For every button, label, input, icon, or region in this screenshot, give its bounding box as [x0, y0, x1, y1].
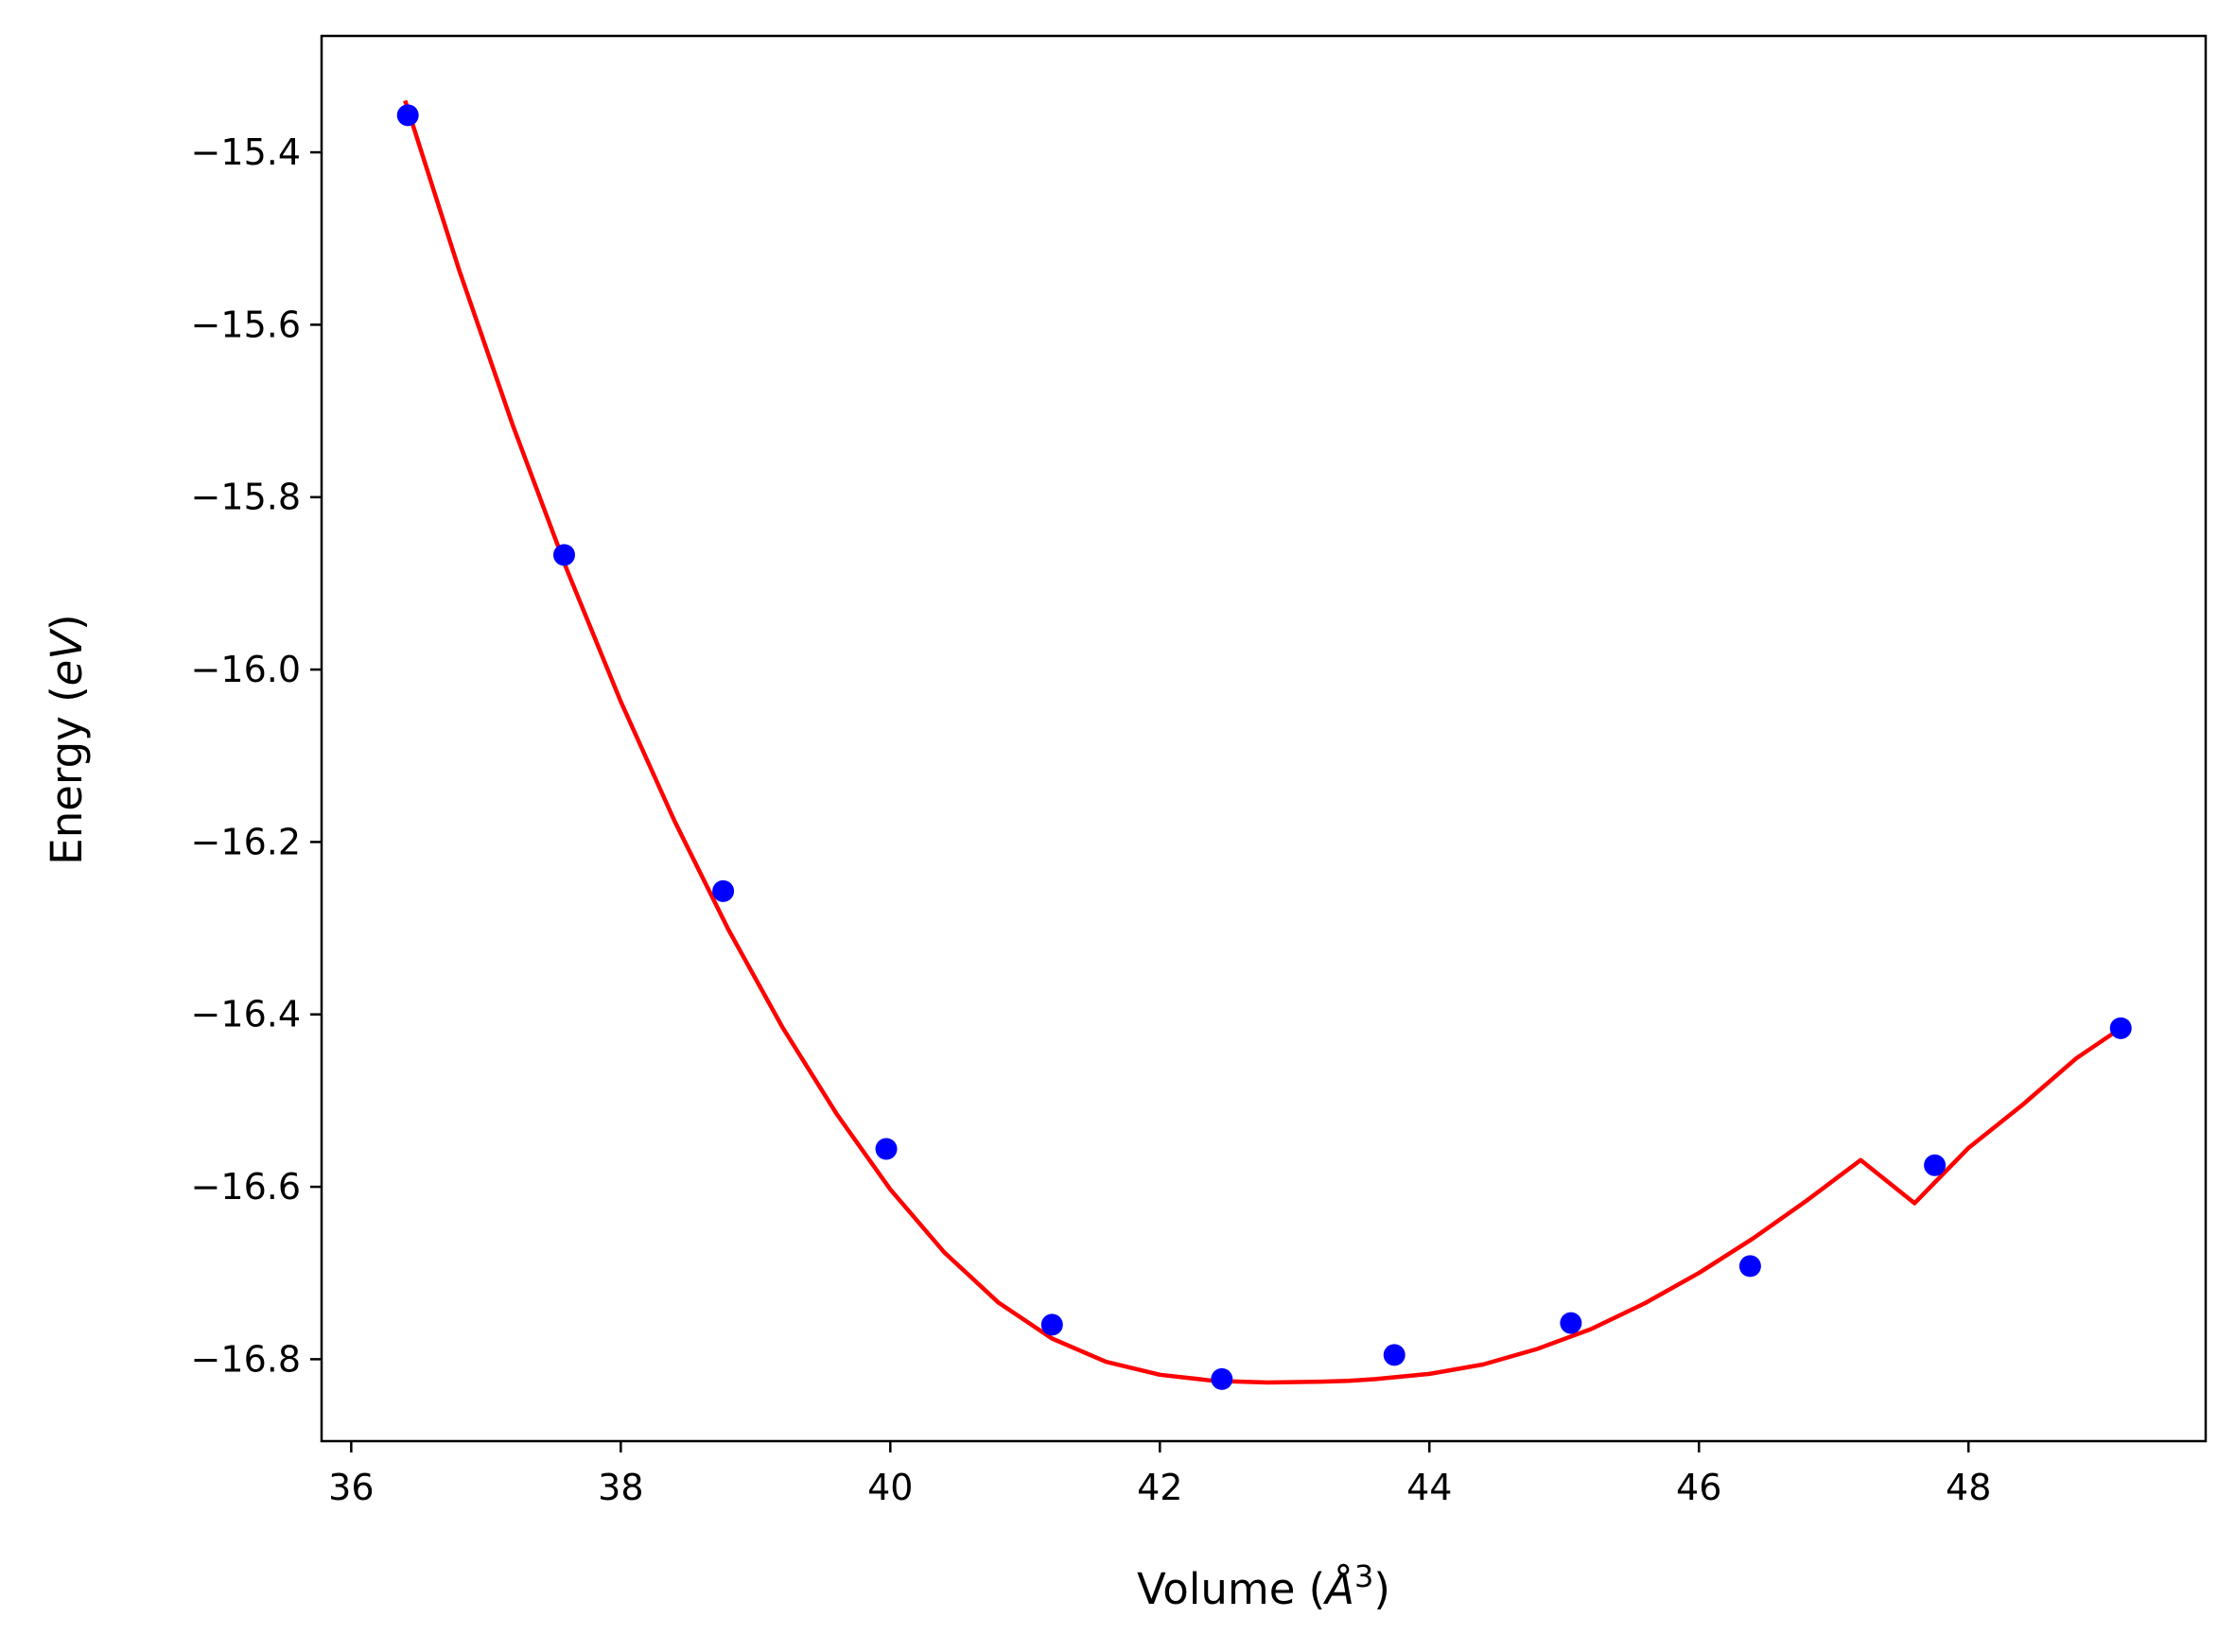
data-point: [1560, 1312, 1582, 1334]
y-tick-label: −16.6: [191, 1166, 301, 1208]
data-point: [1924, 1154, 1947, 1176]
y-tick-label: −16.0: [191, 649, 301, 690]
x-axis-label: Volume (Å3): [1137, 1558, 1390, 1614]
data-point: [875, 1138, 898, 1160]
plot-area: [396, 99, 2132, 1390]
fit-curve: [403, 99, 2122, 1385]
axis-ticks: 36 38 40 42 44 46 48 −15.4 −15.6 −15.8 −16.0 −16.2 −…: [191, 131, 1992, 1508]
x-axis-label-prefix: Volume (: [1137, 1564, 1325, 1614]
y-axis-label-prefix: Energy (: [42, 686, 92, 864]
x-tick-label: 38: [598, 1467, 643, 1508]
y-tick-label: −15.4: [191, 131, 301, 173]
data-point: [1738, 1255, 1761, 1278]
data-point: [2109, 1017, 2132, 1039]
x-tick-label: 42: [1137, 1467, 1182, 1508]
y-axis-label-unit: eV: [42, 628, 92, 687]
axes-frame: [320, 34, 2208, 1443]
x-axis-label-superscript: 3: [1354, 1558, 1373, 1594]
y-axis-label: Energy (eV): [42, 614, 92, 864]
x-tick-label: 46: [1676, 1467, 1721, 1508]
data-point: [552, 544, 575, 566]
y-tick-label: −15.6: [191, 304, 301, 345]
data-point: [712, 879, 735, 902]
x-tick-label: 40: [867, 1467, 913, 1508]
x-tick-label: 48: [1946, 1467, 1991, 1508]
y-tick-label: −15.8: [191, 477, 301, 518]
data-point: [396, 104, 419, 127]
x-tick-label: 44: [1406, 1467, 1452, 1508]
y-axis-label-suffix: ): [42, 614, 92, 631]
x-axis-label-unit: Å: [1322, 1564, 1354, 1614]
data-point: [1383, 1344, 1406, 1366]
y-tick-label: −16.8: [191, 1338, 301, 1380]
y-tick-label: −16.4: [191, 994, 301, 1035]
data-point: [1040, 1313, 1063, 1336]
data-point: [1211, 1367, 1233, 1390]
y-tick-label: −16.2: [191, 821, 301, 862]
x-axis-label-suffix: ): [1373, 1564, 1390, 1614]
x-tick-label: 36: [328, 1467, 374, 1508]
